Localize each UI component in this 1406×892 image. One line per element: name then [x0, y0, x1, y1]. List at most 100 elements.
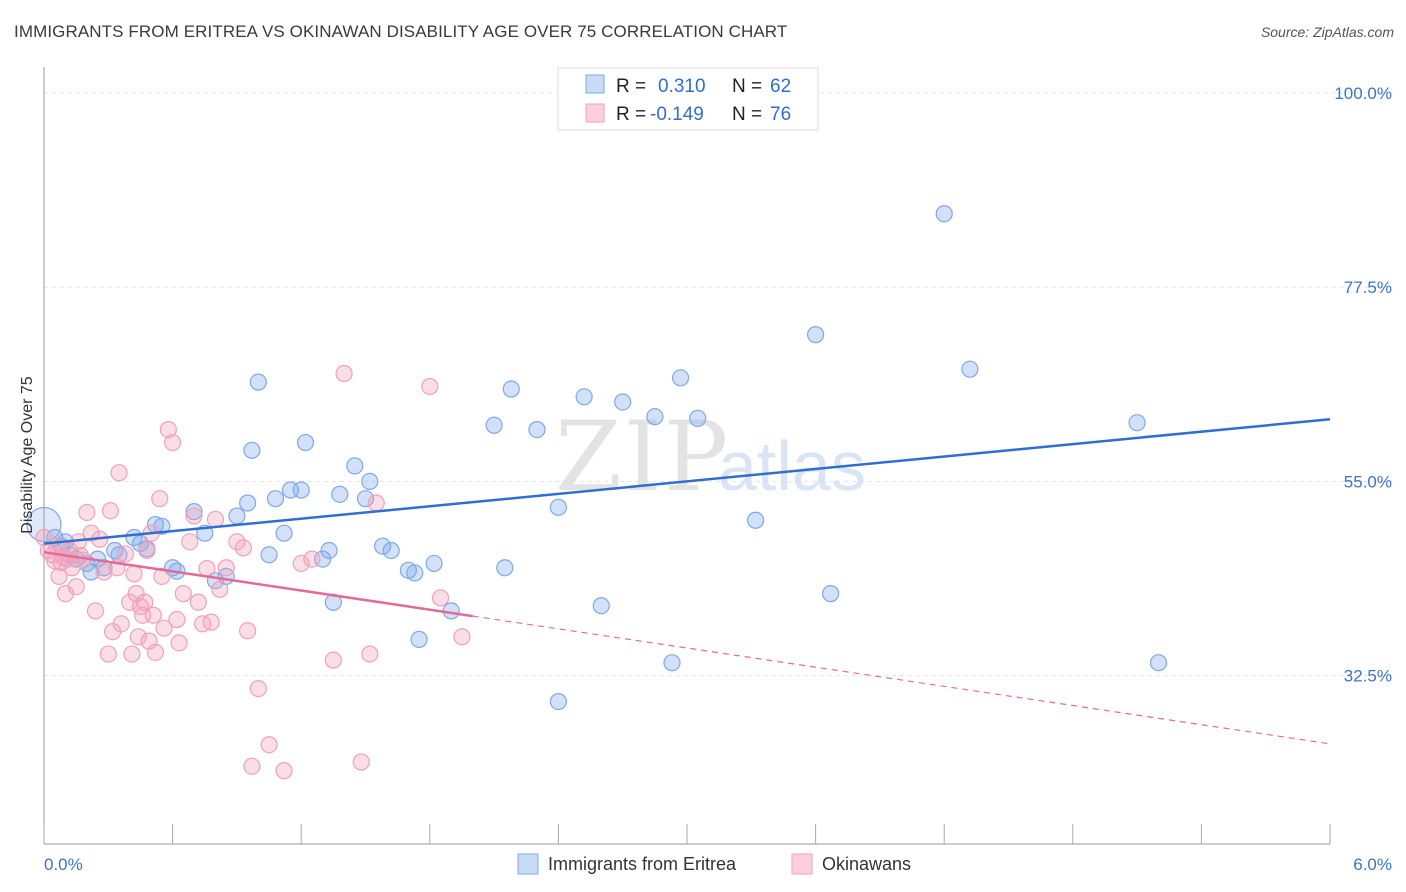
point-eritrea — [822, 585, 840, 603]
point-okinawans — [95, 563, 113, 581]
point-okinawans — [155, 619, 173, 637]
point-eritrea — [528, 421, 546, 439]
point-eritrea — [361, 472, 379, 490]
point-eritrea — [1128, 414, 1146, 432]
point-eritrea — [185, 503, 203, 521]
point-eritrea — [275, 524, 293, 542]
point-eritrea — [549, 498, 568, 516]
point-okinawans — [159, 421, 177, 439]
point-eritrea — [549, 692, 568, 711]
point-eritrea — [356, 490, 375, 508]
point-okinawans — [234, 539, 252, 557]
point-okinawans — [153, 567, 171, 585]
point-okinawans — [217, 559, 235, 577]
point-okinawans — [82, 524, 100, 542]
point-eritrea — [406, 564, 424, 582]
data-points — [26, 205, 1168, 780]
point-eritrea — [249, 373, 267, 391]
point-eritrea — [935, 205, 953, 223]
point-okinawans — [151, 490, 169, 508]
point-okinawans — [136, 593, 154, 611]
x-tick-label-max: 6.0% — [1353, 855, 1392, 874]
legend-swatch-eritrea — [585, 74, 605, 94]
point-eritrea — [425, 554, 443, 573]
point-okinawans — [56, 585, 75, 603]
legend-n-value-2: 76 — [770, 104, 791, 125]
point-okinawans — [431, 589, 450, 607]
point-eritrea — [239, 494, 257, 512]
point-okinawans — [129, 628, 147, 646]
point-eritrea — [502, 380, 520, 398]
bottom-legend-label-okinawans: Okinawans — [822, 854, 911, 874]
point-eritrea — [575, 388, 593, 406]
y-tick-label: 32.5% — [1344, 667, 1392, 686]
point-okinawans — [125, 565, 143, 583]
y-tick-label: 77.5% — [1344, 278, 1392, 297]
point-eritrea — [153, 517, 171, 535]
point-eritrea — [331, 485, 349, 503]
legend-n-label-1: N = — [732, 76, 762, 97]
point-okinawans — [303, 550, 321, 568]
point-okinawans — [78, 503, 96, 522]
bottom-legend-label-eritrea: Immigrants from Eritrea — [548, 854, 737, 874]
point-eritrea — [296, 433, 315, 452]
legend: R = 0.310 N = 62 R = -0.149 N = 76 — [557, 67, 819, 131]
point-okinawans — [123, 645, 141, 663]
point-okinawans — [206, 510, 225, 528]
point-eritrea — [592, 597, 610, 615]
point-okinawans — [421, 377, 439, 396]
point-okinawans — [35, 528, 53, 547]
point-okinawans — [99, 645, 117, 663]
point-okinawans — [50, 567, 68, 585]
legend-swatch-okinawans — [585, 103, 605, 123]
point-okinawans — [453, 628, 471, 646]
point-okinawans — [170, 634, 188, 652]
point-okinawans — [367, 494, 385, 512]
point-eritrea — [496, 559, 514, 577]
bottom-legend-swatch-eritrea — [517, 853, 539, 875]
x-tick-label-min: 0.0% — [44, 855, 83, 874]
point-eritrea — [243, 441, 261, 459]
y-tick-label: 100.0% — [1334, 84, 1392, 103]
point-okinawans — [110, 464, 128, 482]
source-label: Source: ZipAtlas.com — [1260, 24, 1394, 40]
watermark-zip: ZIP — [555, 401, 730, 513]
point-okinawans — [361, 645, 379, 663]
point-okinawans — [352, 753, 370, 771]
grid-lines — [44, 92, 1392, 677]
point-eritrea — [961, 360, 979, 378]
point-okinawans — [146, 643, 165, 661]
bottom-legend: Immigrants from Eritrea Okinawans — [517, 853, 911, 875]
x-ticks — [43, 824, 1331, 844]
point-okinawans — [243, 757, 261, 775]
point-eritrea — [374, 537, 392, 555]
point-eritrea — [671, 369, 690, 387]
point-okinawans — [249, 679, 267, 698]
point-okinawans — [138, 541, 156, 560]
point-eritrea — [346, 457, 364, 475]
point-eritrea — [382, 541, 400, 560]
y-tick-label: 55.0% — [1344, 472, 1392, 491]
point-okinawans — [101, 502, 120, 520]
point-okinawans — [324, 651, 342, 669]
trend-line-okinawans — [43, 550, 473, 618]
point-okinawans — [112, 615, 130, 633]
point-okinawans — [86, 602, 105, 620]
point-okinawans — [67, 578, 85, 596]
legend-r-label-1: R = — [616, 76, 646, 97]
point-okinawans — [275, 762, 293, 780]
legend-n-label-2: N = — [732, 104, 762, 125]
y-tick-labels: 100.0% 77.5% 55.0% 32.5% — [1334, 84, 1392, 686]
point-eritrea — [646, 408, 664, 426]
point-okinawans — [174, 585, 192, 603]
point-eritrea — [95, 559, 113, 577]
point-okinawans — [164, 433, 182, 452]
point-okinawans — [198, 559, 216, 578]
legend-r-value-2: -0.149 — [650, 104, 704, 125]
point-eritrea — [806, 326, 825, 344]
point-okinawans — [292, 554, 310, 573]
point-eritrea — [320, 541, 338, 560]
point-okinawans — [211, 580, 229, 598]
point-okinawans — [260, 736, 278, 754]
point-eritrea — [689, 409, 707, 427]
